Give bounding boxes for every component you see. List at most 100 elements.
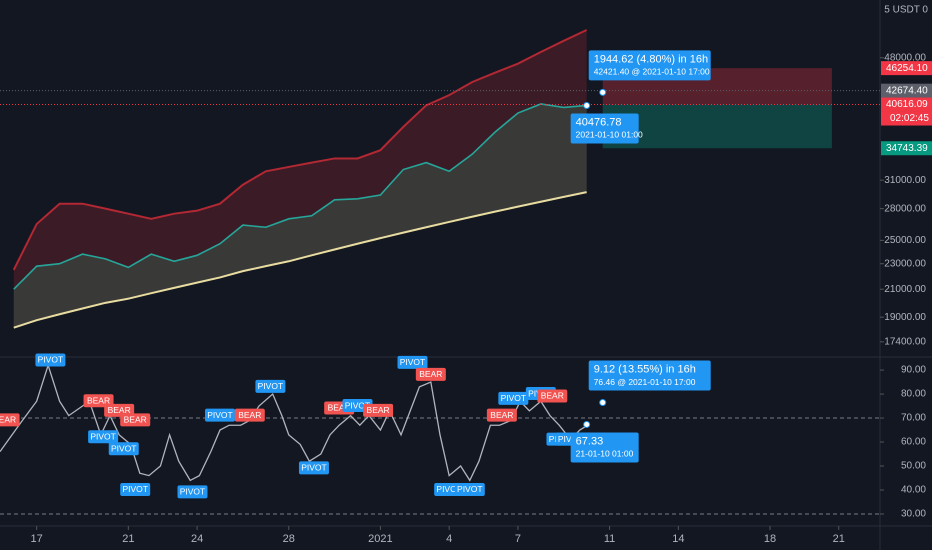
price-line xyxy=(13,191,587,329)
signal-label: PIVOT xyxy=(301,463,327,473)
signal-marker xyxy=(298,461,329,475)
signal-label: BEAR xyxy=(490,410,513,420)
signal-label: BEAR xyxy=(87,396,110,406)
x-tick-label: 21 xyxy=(122,533,134,545)
y-tick-label: 30.00 xyxy=(901,509,926,520)
callout-point xyxy=(583,101,591,109)
x-tick-label: 24 xyxy=(191,533,203,545)
signal-marker xyxy=(88,430,119,444)
price-tag xyxy=(881,61,932,76)
y-tick-label: 21000.00 xyxy=(884,284,926,295)
callout-text: 42421.40 @ 2021-01-10 17:00 xyxy=(594,67,710,77)
countdown-bg xyxy=(881,111,932,126)
callout-text: 1944.62 (4.80%) in 16h xyxy=(594,53,708,65)
callout-text: 21-01-10 01:00 xyxy=(576,449,634,459)
x-tick-label: 17 xyxy=(31,533,43,545)
callout-box xyxy=(588,50,711,81)
y-tick-label: 50.00 xyxy=(901,461,926,472)
callout-text: 76.46 @ 2021-01-10 17:00 xyxy=(594,377,696,387)
signal-label: PIVOT xyxy=(501,393,527,403)
signal-marker xyxy=(498,391,529,405)
signal-label: PIVOT xyxy=(38,355,64,365)
signal-label: BEAR xyxy=(124,415,147,425)
x-tick-label: 21 xyxy=(833,533,845,545)
signal-label: BEAR xyxy=(367,405,390,415)
unit-label: 5 USDT 0 xyxy=(884,5,928,16)
signal-marker xyxy=(255,379,286,393)
y-tick-label: 23000.00 xyxy=(884,258,926,269)
price-tag xyxy=(881,141,932,156)
price-tag-label: 46254.10 xyxy=(886,63,928,74)
callout-text: 2021-01-10 01:00 xyxy=(576,130,643,140)
callout-text: 40476.78 xyxy=(576,116,622,128)
signal-marker xyxy=(120,413,151,427)
callout-point xyxy=(583,420,591,428)
x-tick-label: 28 xyxy=(283,533,295,545)
signal-label: PIVOT xyxy=(180,487,206,497)
signal-label: PIVOT xyxy=(345,400,371,410)
upper-band-fill xyxy=(13,30,587,290)
x-tick-label: 18 xyxy=(764,533,776,545)
y-tick-label: 25000.00 xyxy=(884,235,926,246)
price-tag-label: 34743.39 xyxy=(886,143,928,154)
signal-label: PIVOT xyxy=(457,484,483,494)
signal-marker xyxy=(363,403,394,417)
callout-box xyxy=(588,360,711,391)
signal-marker xyxy=(397,355,428,369)
signal-label: PIVOT xyxy=(122,484,148,494)
callout-box xyxy=(570,113,639,144)
signal-marker xyxy=(120,482,151,496)
signal-marker xyxy=(108,442,139,456)
signal-marker xyxy=(205,408,235,422)
callout-box xyxy=(570,432,639,463)
x-tick-label: 4 xyxy=(446,533,452,545)
y-tick-label: 17400.00 xyxy=(884,336,926,347)
signal-marker xyxy=(35,353,66,367)
x-tick-label: 7 xyxy=(515,533,521,545)
y-tick-label: 80.00 xyxy=(901,389,926,400)
stop-zone xyxy=(602,104,832,149)
signal-label: PIVOT xyxy=(111,443,137,453)
y-tick-label: 90.00 xyxy=(901,365,926,376)
x-tick-label: 11 xyxy=(604,533,615,545)
signal-label: BEAR xyxy=(238,410,261,420)
y-tick-label: 48000.00 xyxy=(884,52,926,63)
price-tag-label: 42674.40 xyxy=(886,85,928,96)
signal-marker xyxy=(415,367,446,381)
signal-label: PIVOT xyxy=(207,410,233,420)
signal-label: BEAR xyxy=(541,391,564,401)
lower-band-fill xyxy=(13,103,587,328)
signal-marker xyxy=(177,485,208,499)
y-tick-label: 19000.00 xyxy=(884,312,926,323)
signal-marker xyxy=(537,389,568,403)
signal-label: PIVOT xyxy=(400,357,426,367)
signal-marker xyxy=(234,408,265,422)
signal-label: BEAR xyxy=(419,369,442,379)
price-tag xyxy=(881,83,932,98)
signal-label: BEAR xyxy=(328,403,351,413)
y-tick-label: 40.00 xyxy=(901,485,926,496)
signal-label: BEAR xyxy=(108,405,131,415)
signal-label: PIVOT xyxy=(90,431,116,441)
callout-point xyxy=(599,88,607,96)
callout-text: 9.12 (13.55%) in 16h xyxy=(594,363,696,375)
rsi-line xyxy=(0,363,590,482)
callout-text: 67.33 xyxy=(576,435,604,447)
y-tick-label: 31000.00 xyxy=(884,175,926,186)
signal-label: PIVOT xyxy=(436,484,462,494)
callout-point xyxy=(599,399,607,407)
signal-marker xyxy=(486,408,517,422)
y-tick-label: 60.00 xyxy=(901,437,926,448)
y-tick-label: 28000.00 xyxy=(884,203,926,214)
signal-marker xyxy=(454,482,485,496)
signal-label: BEAR xyxy=(0,415,16,425)
price-tag xyxy=(881,97,932,112)
signal-label: PIVOT xyxy=(558,434,584,444)
price-tag-label: 40616.09 xyxy=(886,99,928,110)
price-line xyxy=(13,103,587,290)
x-tick-label: 14 xyxy=(672,533,684,545)
signal-marker xyxy=(0,413,20,427)
